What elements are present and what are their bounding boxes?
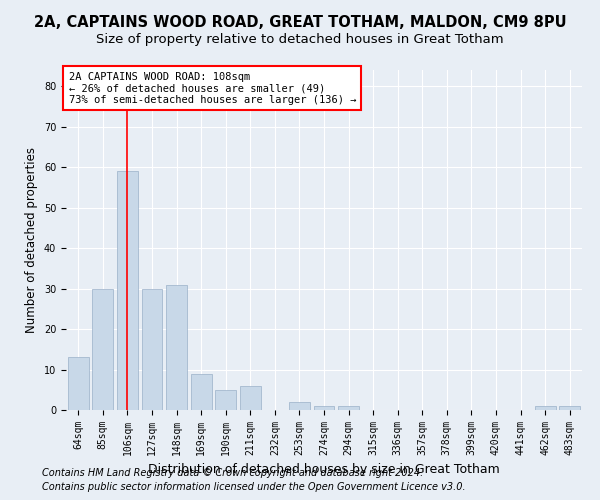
Bar [92, 288, 113, 410]
Bar [240, 386, 261, 410]
Text: Contains HM Land Registry data © Crown copyright and database right 2024.: Contains HM Land Registry data © Crown c… [42, 468, 423, 477]
Text: 2A, CAPTAINS WOOD ROAD, GREAT TOTHAM, MALDON, CM9 8PU: 2A, CAPTAINS WOOD ROAD, GREAT TOTHAM, MA… [34, 15, 566, 30]
Bar [142, 288, 163, 410]
Bar [191, 374, 212, 410]
Text: Contains public sector information licensed under the Open Government Licence v3: Contains public sector information licen… [42, 482, 466, 492]
Bar [215, 390, 236, 410]
Bar [289, 402, 310, 410]
Bar [338, 406, 359, 410]
Bar [559, 406, 580, 410]
X-axis label: Distribution of detached houses by size in Great Totham: Distribution of detached houses by size … [148, 464, 500, 476]
Bar [314, 406, 334, 410]
Bar [68, 358, 89, 410]
Text: Size of property relative to detached houses in Great Totham: Size of property relative to detached ho… [96, 32, 504, 46]
Y-axis label: Number of detached properties: Number of detached properties [25, 147, 38, 333]
Text: 2A CAPTAINS WOOD ROAD: 108sqm
← 26% of detached houses are smaller (49)
73% of s: 2A CAPTAINS WOOD ROAD: 108sqm ← 26% of d… [68, 72, 356, 105]
Bar [535, 406, 556, 410]
Bar [166, 284, 187, 410]
Bar [117, 171, 138, 410]
